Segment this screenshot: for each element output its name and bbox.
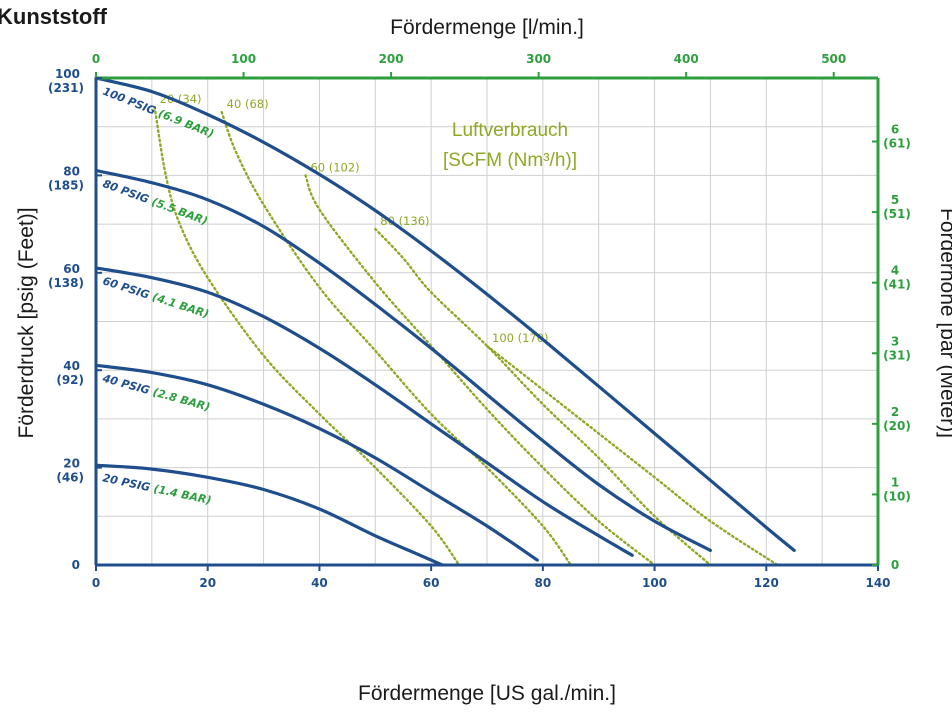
chart-title: Kunststoff — [0, 4, 108, 29]
left-tick-sublabel: (185) — [48, 178, 84, 192]
air-legend-line1: Luftverbrauch — [452, 120, 568, 141]
left-tick-label: 80 — [63, 164, 80, 178]
air-curve — [220, 110, 572, 567]
left-tick-sublabel: (46) — [56, 471, 84, 485]
top-tick-label: 300 — [526, 52, 551, 66]
left-tick-label: 20 — [63, 457, 80, 471]
right-tick-label: 5 — [891, 193, 899, 207]
bottom-tick-label: 140 — [865, 576, 890, 590]
right-tick-label: 6 — [891, 123, 899, 137]
air-curve-label: 60 (102) — [310, 160, 359, 174]
pressure-curve — [94, 76, 796, 552]
top-tick-label: 400 — [674, 52, 699, 66]
air-curve — [485, 344, 779, 567]
pressure-curve — [94, 363, 539, 562]
right-tick-sublabel: (20) — [883, 419, 911, 433]
chart-labels: Kunststoff Fördermenge [l/min.] Förderme… — [0, 4, 952, 705]
top-tick-label: 0 — [92, 52, 100, 66]
bottom-tick-label: 100 — [642, 576, 667, 590]
left-tick-sublabel: (92) — [56, 373, 84, 387]
pressure-curve — [94, 168, 712, 552]
pressure-bar-label: (2.8 BAR) — [151, 386, 211, 414]
grid-lines — [96, 78, 878, 565]
right-tick-sublabel: (61) — [883, 137, 911, 151]
pressure-psig-label: 20 PSIG — [101, 471, 155, 495]
right-tick-label: 3 — [891, 334, 899, 348]
left-tick-sublabel: (231) — [48, 81, 84, 95]
pressure-psig-label: 40 PSIG — [100, 371, 155, 398]
bottom-tick-label: 40 — [311, 576, 328, 590]
bottom-axis-title: Fördermenge [US gal./min.] — [358, 682, 616, 705]
air-consumption-curves: 20 (34) 40 (68)60 (102)80 (136)100 (170) — [153, 92, 779, 567]
pressure-curve-label: 40 PSIG (2.8 BAR) — [100, 371, 211, 413]
pressure-bar-label: (1.4 BAR) — [152, 482, 212, 507]
pressure-curve-label: 60 PSIG (4.1 BAR) — [101, 274, 210, 320]
air-curve — [304, 174, 656, 567]
top-tick-label: 200 — [379, 52, 404, 66]
pressure-curve — [94, 266, 634, 557]
left-tick-sublabel: (138) — [48, 276, 84, 290]
bottom-tick-label: 20 — [199, 576, 216, 590]
right-axis-title: Förderhöhe [bar (Meter)] — [936, 208, 952, 438]
top-axis-title: Fördermenge [l/min.] — [390, 16, 584, 39]
right-tick-sublabel: (10) — [883, 489, 911, 503]
left-tick-label: 60 — [63, 262, 80, 276]
pressure-bar-label: (6.9 BAR) — [156, 107, 215, 141]
air-curve-label: 20 (34) — [160, 92, 202, 106]
air-curve-label: 40 (68) — [227, 97, 269, 111]
pressure-bar-label: (4.1 BAR) — [151, 290, 211, 320]
top-tick-label: 500 — [821, 52, 846, 66]
air-curve — [153, 106, 461, 567]
bottom-tick-label: 80 — [535, 576, 552, 590]
left-tick-label: 100 — [55, 67, 80, 81]
bottom-tick-label: 0 — [92, 576, 100, 590]
air-curve — [374, 227, 712, 567]
bottom-tick-label: 120 — [754, 576, 779, 590]
right-tick-sublabel: (31) — [883, 348, 911, 362]
bottom-tick-label: 60 — [423, 576, 440, 590]
left-axis-title: Förderdruck [psig (Feet)] — [15, 207, 38, 438]
right-tick-label: 0 — [891, 558, 899, 572]
right-tick-label: 2 — [891, 405, 899, 419]
left-tick-label: 0 — [72, 558, 80, 572]
right-tick-label: 1 — [891, 475, 899, 489]
left-tick-label: 40 — [63, 359, 80, 373]
top-tick-label: 100 — [231, 52, 256, 66]
right-tick-label: 4 — [891, 264, 899, 278]
right-tick-sublabel: (41) — [883, 278, 911, 292]
pressure-curve — [94, 463, 444, 567]
pressure-psig-label: 60 PSIG — [101, 274, 155, 302]
air-legend-line2: [SCFM (Nm³/h)] — [443, 150, 577, 171]
right-tick-sublabel: (51) — [883, 207, 911, 221]
